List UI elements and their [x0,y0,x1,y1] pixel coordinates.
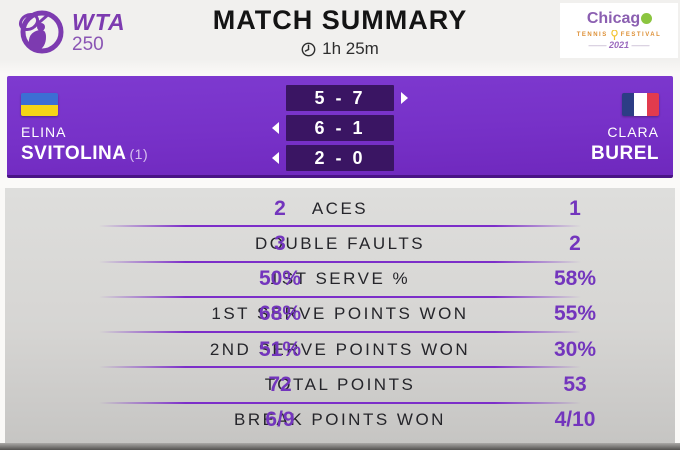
stat-value-right: 53 [563,373,587,397]
row-separator [98,401,582,404]
stat-value-left: 6/9 [265,408,295,432]
stat-value-left: 2 [274,196,286,220]
stat-value-left: 51% [258,337,302,361]
ukraine-flag [21,93,58,116]
title-block: MATCH SUMMARY 1h 25m [0,0,680,59]
row-separator [98,331,582,334]
player-left-last-name: SVITOLINA [21,143,127,164]
wta-player-emblem-icon [18,10,64,54]
set-score-box: 6 - 1 [286,115,394,141]
set-row-1: 5 - 7 [272,85,408,111]
set-score-text: 6 - 1 [314,117,366,138]
row-separator [98,366,582,369]
wta-250-text: 250 [72,33,104,55]
stat-label: 1ST SERVE POINTS WON [211,304,469,324]
stat-value-left: 50% [258,267,302,291]
stat-row: 2ND SERVE POINTS WON 51% 30% [5,333,675,366]
set-winner-right-arrow-icon [401,92,408,104]
stat-value-right: 30% [553,337,597,361]
stat-value-left: 68% [258,302,302,326]
stat-value-left: 72 [268,373,292,397]
set-row-2: 6 - 1 [272,115,408,141]
set-winner-left-arrow-icon [272,122,279,134]
stat-label: TOTAL POINTS [264,375,416,395]
stat-value-right: 1 [569,196,581,220]
chicago-wordmark: Chicag [586,9,641,27]
tennis-text: TENNIS [576,31,608,38]
header: WTA 250 MATCH SUMMARY 1h 25m Chicag TENN… [0,0,680,74]
stat-value-right: 55% [553,302,597,326]
tennis-ball-icon [641,12,653,24]
stat-value-right: 4/10 [554,408,596,432]
player-right-first-name: CLARA [607,124,659,140]
set-score-text: 5 - 7 [314,87,366,108]
chicago-tennis-festival-logo: Chicag TENNIS FESTIVAL —— 2021 —— [560,3,678,58]
gap-strip [0,178,680,188]
stat-row: TOTAL POINTS 72 53 [5,368,675,401]
stat-label: ACES [311,198,369,218]
row-separator [98,295,582,298]
set-scores: 5 - 7 6 - 1 2 - 0 [272,85,408,171]
player-left-first-name: ELINA [21,124,67,140]
player-left: ELINA SVITOLINA (1) [21,93,148,165]
festival-text: FESTIVAL [620,31,662,38]
stat-row: BREAK POINTS WON 6/9 4/10 [5,404,675,437]
set-winner-left-arrow-icon [272,152,279,164]
stat-row: 1ST SERVE % 50% 58% [5,263,675,296]
match-duration: 1h 25m [0,39,680,59]
set-row-3: 2 - 0 [272,145,408,171]
row-separator [98,260,582,263]
stat-label: 2ND SERVE POINTS WON [209,339,471,359]
france-flag [622,93,659,116]
stat-value-right: 2 [569,231,581,255]
scoreboard: ELINA SVITOLINA (1) 5 - 7 6 - 1 2 - 0 CLARA… [7,76,673,178]
stat-label: DOUBLE FAULTS [254,233,426,253]
player-right: CLARA BUREL [591,93,659,165]
set-score-box: 5 - 7 [286,85,394,111]
clock-icon [301,42,316,56]
stat-value-left: 3 [274,231,286,255]
wta-250-logo: WTA 250 [16,7,126,57]
stat-row: 1ST SERVE POINTS WON 68% 55% [5,298,675,331]
page-title: MATCH SUMMARY [212,5,468,35]
bottom-strip [0,443,680,450]
stats-table: ACES 2 1 DOUBLE FAULTS 3 2 1ST SERVE % 50% 58% 1S… [5,188,675,443]
stat-value-right: 58% [553,267,597,291]
wta-logo-text: WTA [72,8,126,35]
duration-text: 1h 25m [322,39,379,58]
set-score-text: 2 - 0 [314,147,366,168]
stat-label: BREAK POINTS WON [234,410,446,430]
set-score-box: 2 - 0 [286,145,394,171]
stat-label: 1ST SERVE % [269,269,411,289]
year-text: 2021 [608,39,630,50]
stat-row: DOUBLE FAULTS 3 2 [5,227,675,260]
player-right-last-name: BUREL [591,143,659,164]
racket-icon [611,29,618,40]
stat-row: ACES 2 1 [5,192,675,225]
player-left-seed: (1) [129,146,149,162]
row-separator [98,225,582,228]
